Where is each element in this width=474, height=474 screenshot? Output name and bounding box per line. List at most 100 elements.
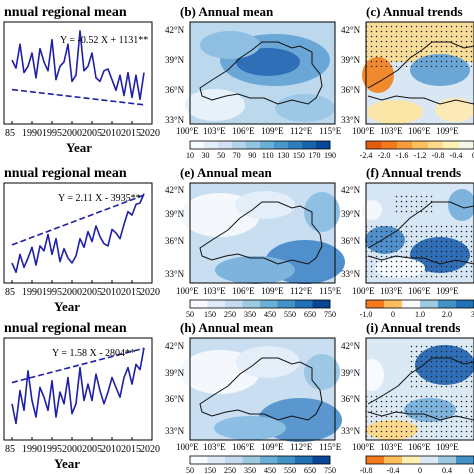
colorbar-c: -2.4 -2.0 -1.6 -1.2 -0.8 -0.4 0 [360,140,474,160]
map-panel-f: (f) Annual trends 42°N 39°N 36°N 33°N 10… [341,165,474,319]
map-blob [215,256,295,284]
colorbar-label: 1.0 [415,310,425,319]
lon-label: 109°E [436,442,459,452]
lon-label: 103°E [380,286,403,296]
colorbar-label: 550 [284,310,296,319]
map-title-e: (e) Annual mean [180,165,273,180]
ts-panel-d: nnual regional mean Y = 2.11 X - 3935** … [3,166,160,314]
colorbar-label: 150 [293,151,305,160]
ts-panel-g: nnual regional mean Y = 1.58 X - 2804** … [3,321,160,471]
colorbar-label: -1.2 [414,151,427,160]
colorbar-label: -2.4 [360,151,373,160]
colorbar-swatch [302,141,317,149]
lat-label: 33°N [165,269,185,279]
colorbar-swatch [384,456,403,464]
xtick-label: 1990 [22,444,42,455]
lon-label: 106°E [408,286,431,296]
colorbar-label: -1.0 [360,310,373,319]
lat-label: 42°N [341,185,361,195]
basin-boundary [199,201,323,265]
lat-label: 42°N [341,25,361,35]
ts-xlabel-g: Year [54,456,80,471]
lon-label: 106°E [408,126,431,136]
colorbar-swatch [232,141,247,149]
map-lat-labels-c: 42°N 39°N 36°N 33°N [341,25,361,125]
xtick-label: 2020 [140,444,160,455]
ts-xticks-g: 85 1990 1995 2000 2005 2010 2015 2020 [5,444,160,455]
colorbar-swatch [420,456,439,464]
colorbar-label: 170 [308,151,320,160]
colorbar-label: 450 [264,466,276,474]
xtick-label: 2015 [121,287,141,298]
map-panel-i: (i) Annual trends 42°N 39°N 36°N 33°N 10… [341,320,474,474]
colorbar-i: -0.8 -0.4 0 0.4 0.8 [360,455,474,474]
lon-label: 103°E [203,442,226,452]
colorbar-b: 10 30 50 70 90 110 130 150 170 190 [186,140,336,160]
lat-label: 39°N [165,209,185,219]
colorbar-swatch [295,456,313,464]
map-blob [360,359,384,391]
colorbar-frame [365,299,474,309]
colorbar-swatch [312,456,331,464]
colorbar-swatch [458,141,474,149]
map-lat-labels-f: 42°N 39°N 36°N 33°N [341,185,361,279]
colorbar-swatch [438,456,457,464]
xtick-label: 2005 [82,128,102,139]
lon-label: 100°E [176,442,199,452]
colorbar-label: 90 [248,151,256,160]
ts-marks-g [11,347,153,440]
ts-title-d: nnual regional mean [4,166,127,181]
trend-line [11,194,145,246]
colorbar-swatch [316,141,331,149]
map-blob [236,346,300,378]
colorbar-label: 450 [264,310,276,319]
colorbar-label: 30 [202,151,210,160]
colorbar-swatch [260,456,278,464]
colorbar-label: 250 [224,310,236,319]
map-blob [185,89,245,121]
xtick-label: 85 [5,287,15,298]
basin-boundary [367,201,474,249]
colorbar-swatch [312,300,331,308]
row-1: nnual regional mean Y = -0.52 X + 1131**… [3,4,474,160]
colorbar-label: 750 [324,310,336,319]
colorbar-label: 150 [204,310,216,319]
xtick-label: 2015 [121,128,141,139]
colorbar-swatch [260,300,278,308]
map-blob [275,94,335,122]
lat-label: 42°N [165,341,185,351]
ts-xlabel-d: Year [54,299,80,314]
lat-label: 36°N [341,394,361,404]
ts-xlabel-a: Year [66,140,92,155]
basin-boundary [199,41,323,105]
colorbar-swatch [288,141,303,149]
lon-label: 109°E [261,126,284,136]
colorbar-label: 190 [324,151,336,160]
colorbar-swatch [366,141,382,149]
map-lon-labels-h: 100°E 103°E 106°E 109°E 112°E 115°E [176,442,342,452]
ts-xticks-d: 85 1990 1995 2000 2005 2010 2015 2020 [5,287,160,298]
colorbar-swatch [427,141,444,149]
xtick-label: 85 [5,128,15,139]
colorbar-frame [365,455,474,465]
lon-label: 115°E [319,442,342,452]
colorbar-swatch [277,300,296,308]
ts-equation-d: Y = 2.11 X - 3935** [58,193,141,204]
colorbar-label: 2.0 [442,310,452,319]
colorbar-swatch [412,141,429,149]
series-line [11,347,145,425]
lon-label: 109°E [261,442,284,452]
lon-label: 106°E [232,126,255,136]
map-title-i: (i) Annual trends [366,320,460,335]
colorbar-label: 3. [471,310,474,319]
map-title-b: (b) Annual mean [180,4,274,19]
colorbar-label: -0.4 [450,151,463,160]
colorbar-label: 0.4 [442,466,452,474]
colorbar-swatch [277,456,296,464]
xtick-label: 1990 [22,287,42,298]
colorbar-swatch [384,300,403,308]
lat-label: 36°N [341,85,361,95]
series-line [11,193,145,274]
map-panel-h: (h) Annual mean 42°N 39°N 36°N 33°N 100°… [165,320,342,474]
xtick-label: 1995 [42,128,62,139]
